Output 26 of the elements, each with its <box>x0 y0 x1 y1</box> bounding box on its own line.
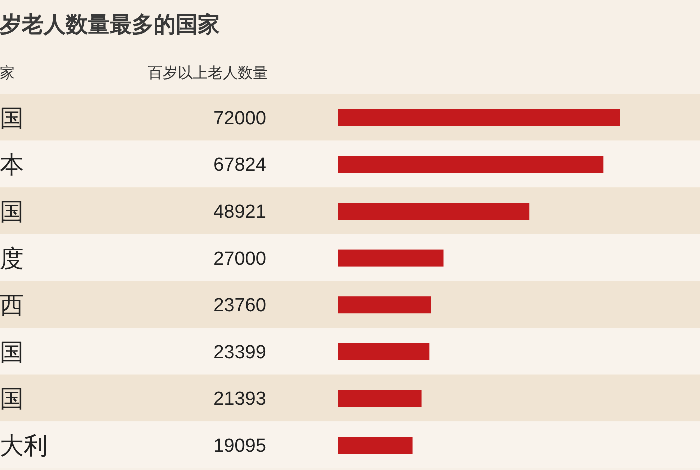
bar <box>338 296 432 314</box>
data-label: 21393 <box>214 389 266 410</box>
bar <box>338 156 604 174</box>
bar <box>338 203 530 220</box>
data-label: 48921 <box>214 202 266 223</box>
y-tick-label: 国 <box>0 386 24 414</box>
y-tick-label: 度 <box>0 246 24 273</box>
y-tick-label: 西 <box>0 292 24 320</box>
y-tick-label: 本 <box>0 152 24 180</box>
y-tick-label: 国 <box>0 199 24 226</box>
data-label: 23399 <box>214 342 266 364</box>
data-label: 19095 <box>214 436 266 457</box>
bar <box>338 343 430 360</box>
data-label: 27000 <box>214 248 266 270</box>
bar <box>338 437 413 454</box>
y-tick-label: 国 <box>0 339 24 366</box>
data-label: 72000 <box>214 108 266 130</box>
y-axis-title: 家 <box>0 65 15 82</box>
data-label: 67824 <box>214 155 267 176</box>
bar <box>338 250 444 267</box>
x-axis-title: 百岁以上老人数量 <box>148 65 268 82</box>
data-label: 23760 <box>214 296 266 317</box>
bar <box>338 390 422 408</box>
bar <box>338 109 620 126</box>
y-tick-label: 大利 <box>0 433 48 460</box>
y-tick-label: 国 <box>0 105 24 132</box>
